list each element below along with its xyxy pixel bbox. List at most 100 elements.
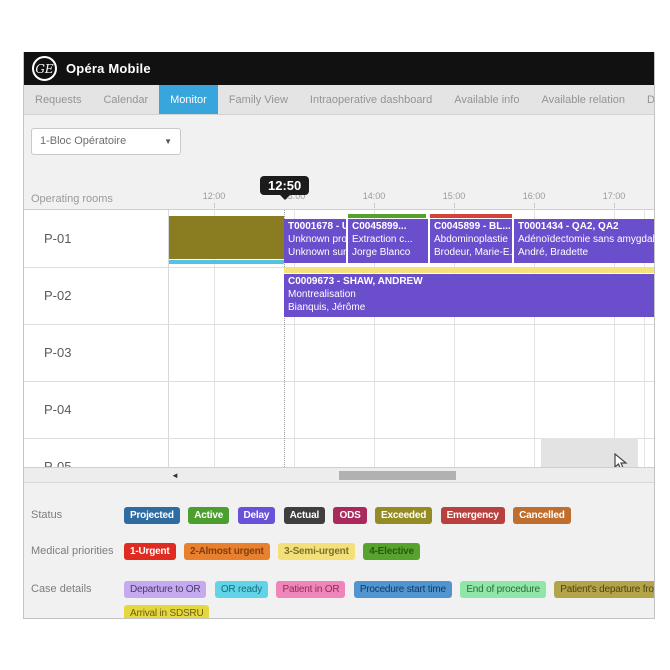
- grid-line: [644, 210, 645, 467]
- svg-text:GE: GE: [35, 62, 54, 76]
- tab-display-edit[interactable]: Display edit: [647, 94, 655, 106]
- room-label-p03: P-03: [44, 345, 72, 360]
- tab-available-relation[interactable]: Available relation: [541, 94, 626, 106]
- priority-badge: 3-Semi-urgent: [278, 543, 355, 560]
- status-badge: Active: [188, 507, 230, 524]
- opera-mobile-window: GE Opéra Mobile Requests Calendar Monito…: [23, 52, 655, 619]
- hour-tick: [454, 203, 455, 208]
- case-procedure: Montrealisation: [288, 289, 356, 300]
- case-procedure: Abdominoplastie: [434, 234, 508, 245]
- grid-line: [614, 210, 615, 467]
- room-label-p05: P-05: [44, 459, 72, 468]
- tab-calendar[interactable]: Calendar: [103, 94, 149, 106]
- grid-line: [24, 438, 654, 439]
- chevron-down-icon: ▼: [164, 137, 172, 146]
- hour-label: 13:00: [282, 191, 306, 201]
- grid-line: [454, 210, 455, 467]
- case-id: C0045899 - BL...: [434, 221, 511, 232]
- case-detail-badge: Patient's departure from OR: [554, 581, 654, 598]
- case-block[interactable]: T0001434 - QA2, QA2 Adénoïdectomie sans …: [514, 219, 654, 263]
- priorities-legend-row: 1-Urgent 2-Almost urgent 3-Semi-urgent 4…: [124, 541, 424, 560]
- hour-tick: [534, 203, 535, 208]
- grid-line: [534, 210, 535, 467]
- case-detail-badge: Procedure start time: [353, 581, 452, 598]
- hour-tick: [374, 203, 375, 208]
- case-surgeon: Jorge Blanco: [352, 247, 411, 258]
- status-badge: Exceeded: [375, 507, 433, 524]
- status-legend-row: Projected Active Delay Actual ODS Exceed…: [124, 505, 575, 524]
- grid-line: [168, 210, 169, 467]
- current-time-line: [284, 210, 285, 467]
- case-detail-badge: Arrival in SDSRU: [124, 605, 210, 618]
- hour-label: 14:00: [362, 191, 386, 201]
- priorities-legend-label: Medical priorities: [31, 545, 114, 557]
- priority-badge: 2-Almost urgent: [183, 543, 270, 560]
- tab-family-view[interactable]: Family View: [228, 94, 288, 106]
- case-surgeon: Unknown surgeo...: [288, 247, 346, 258]
- case-detail-bar-yellow: [284, 268, 654, 273]
- case-surgeon: Bianquis, Jérôme: [288, 302, 366, 313]
- case-block[interactable]: C0045899 - BL... Abdominoplastie Brodeur…: [430, 219, 512, 263]
- horizontal-scrollbar[interactable]: ◄: [24, 468, 654, 483]
- status-legend-label: Status: [31, 509, 63, 521]
- case-block[interactable]: T0001678 - UN... Unknown proce... Unknow…: [284, 219, 346, 263]
- room-label-p02: P-02: [44, 288, 72, 303]
- case-block-exceeded[interactable]: [169, 216, 284, 259]
- grid-line: [24, 381, 654, 382]
- case-details-legend-row1: Departure to OR OR ready Patient in OR P…: [124, 579, 654, 598]
- case-block[interactable]: C0045899... Extraction c... Jorge Blanco: [348, 219, 428, 263]
- case-id: C0009673 - SHAW, ANDREW: [288, 276, 423, 287]
- grid-line: [214, 210, 215, 467]
- priority-badge: 1-Urgent: [124, 543, 176, 560]
- nav-tabbar: Requests Calendar Monitor Family View In…: [24, 85, 655, 115]
- ge-logo-icon: GE: [32, 56, 57, 81]
- hour-label: 12:00: [202, 191, 226, 201]
- case-detail-bar-blue: [169, 260, 284, 264]
- case-detail-badge: Patient in OR: [276, 581, 346, 598]
- tab-requests[interactable]: Requests: [35, 94, 82, 106]
- bloc-select-value: 1-Bloc Opératoire: [40, 135, 127, 147]
- case-id: T0001678 - UN...: [288, 221, 346, 232]
- scrollbar-thumb[interactable]: [339, 471, 456, 480]
- hour-tick: [214, 203, 215, 208]
- status-badge: Delay: [237, 507, 276, 524]
- case-surgeon: Brodeur, Marie-E...: [434, 247, 512, 258]
- case-detail-badge: OR ready: [214, 581, 269, 598]
- scheduler-grid: P-01 P-02 P-03 P-04 P-05 T0001678 - UN..…: [24, 209, 654, 468]
- scroll-left-icon[interactable]: ◄: [171, 471, 179, 480]
- case-block[interactable]: C0009673 - SHAW, ANDREW Montrealisation …: [284, 274, 654, 317]
- grid-line: [374, 210, 375, 467]
- case-id: C0045899...: [352, 221, 407, 232]
- case-surgeon: André, Bradette: [518, 247, 589, 258]
- case-details-legend-label: Case details: [31, 583, 92, 595]
- hour-label: 17:00: [602, 191, 626, 201]
- grid-line: [24, 324, 654, 325]
- case-details-legend-row2: Arrival in SDSRU: [124, 603, 213, 618]
- case-id: T0001434 - QA2, QA2: [518, 221, 619, 232]
- hour-label: 16:00: [522, 191, 546, 201]
- bloc-select[interactable]: 1-Bloc Opératoire ▼: [31, 128, 181, 155]
- tab-monitor[interactable]: Monitor: [159, 85, 218, 114]
- room-label-p04: P-04: [44, 402, 72, 417]
- status-badge: ODS: [333, 507, 367, 524]
- hour-label: 15:00: [442, 191, 466, 201]
- planned-bar-red: [430, 214, 512, 218]
- mouse-cursor-icon: [614, 453, 628, 467]
- status-badge: Emergency: [440, 507, 505, 524]
- grid-line: [294, 210, 295, 467]
- grid-line: [24, 267, 654, 268]
- planned-bar-green: [348, 214, 426, 218]
- tab-intraoperative-dashboard[interactable]: Intraoperative dashboard: [309, 94, 433, 106]
- case-procedure: Extraction c...: [352, 234, 413, 245]
- current-time-tooltip: 12:50: [260, 176, 310, 200]
- tab-available-info[interactable]: Available info: [454, 94, 520, 106]
- status-badge: Projected: [124, 507, 180, 524]
- operating-rooms-label: Operating rooms: [31, 193, 113, 205]
- case-detail-badge: Departure to OR: [124, 581, 207, 598]
- room-label-p01: P-01: [44, 231, 72, 246]
- status-badge: Actual: [283, 507, 326, 524]
- app-title: Opéra Mobile: [66, 61, 151, 76]
- app-header: GE Opéra Mobile: [24, 52, 654, 85]
- case-procedure: Unknown proce...: [288, 234, 346, 245]
- hour-tick: [614, 203, 615, 208]
